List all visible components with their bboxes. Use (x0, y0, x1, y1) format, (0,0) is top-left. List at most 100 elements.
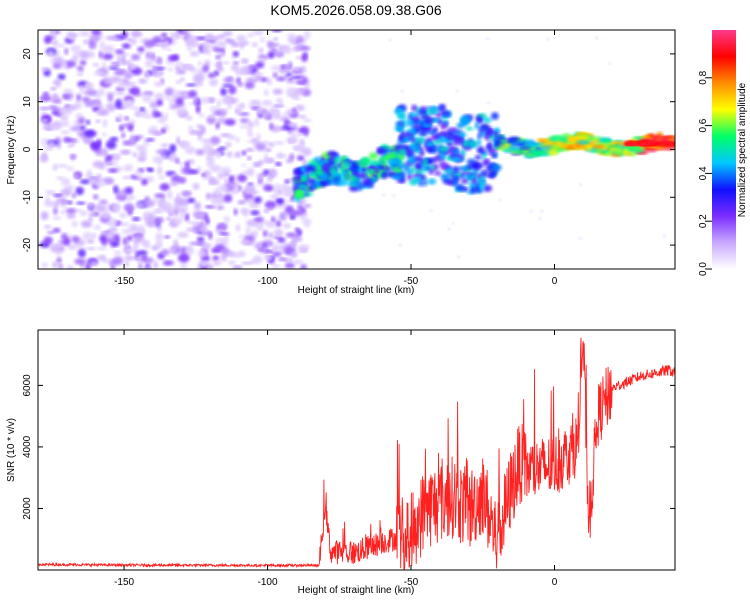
spectrogram-cell (42, 91, 50, 97)
spectrogram-cell (42, 153, 48, 162)
spectrogram-cell (378, 157, 389, 163)
spectrogram-cell (462, 174, 473, 179)
spectrogram-cell (209, 106, 220, 112)
spectrogram-cell (152, 260, 159, 269)
spectrogram-cell (186, 220, 194, 225)
spectrogram-cell (286, 80, 296, 85)
spectrogram-cell (105, 140, 117, 150)
spectrogram-cell (418, 149, 425, 157)
spectrogram-cell (186, 227, 197, 232)
spectrogram-cell (342, 161, 351, 169)
spectrogram-cell (136, 202, 145, 209)
spectrogram-cell (220, 113, 225, 118)
spectrogram-cell (445, 130, 455, 138)
spectrogram-cell (519, 146, 532, 150)
spectrogram-cell (293, 144, 305, 149)
spectrogram-cell (432, 126, 438, 133)
spectrogram-cell (160, 249, 170, 256)
spectrogram-cell (253, 217, 263, 222)
spectrogram-cell (285, 232, 297, 238)
spectrogram-cell (368, 152, 379, 160)
spectrogram-cell (124, 255, 134, 261)
spectrogram-cell (426, 141, 433, 147)
spectrogram-cell (356, 172, 366, 179)
spectrogram-cell (142, 257, 154, 264)
spectrogram-cell (311, 182, 318, 189)
spectrogram-cell (258, 247, 264, 252)
spectrogram-cell (460, 178, 470, 184)
spectrogram-cell (175, 80, 182, 84)
spectrogram-cell (410, 137, 416, 143)
spectrogram-cell (424, 165, 432, 171)
spectrogram-cell (128, 223, 139, 233)
spectrogram-cell (664, 135, 674, 140)
spectrogram-cell (142, 141, 151, 146)
spectrogram-cell (222, 83, 233, 88)
spectrogram-cell (474, 122, 480, 130)
spectrogram-cell (185, 161, 190, 168)
spectrogram-cell (122, 175, 130, 180)
spectrogram-cell (654, 134, 664, 138)
spectrogram-cell (172, 90, 184, 100)
spectrogram-cell (625, 140, 636, 144)
spectrogram-cell (392, 194, 396, 197)
spectrogram-cell (177, 177, 187, 184)
spectrogram-cell (447, 227, 451, 231)
spectrogram-cell (277, 154, 289, 158)
spectrogram-cell (262, 101, 273, 107)
spectrogram-cell (486, 37, 490, 40)
spectrogram-cell (175, 66, 181, 70)
spectrogram-cell (179, 112, 189, 116)
spectrogram-cell (482, 184, 493, 192)
spectrogram-cell (102, 119, 108, 128)
spectrogram-cell (417, 108, 429, 117)
spectrogram-cell (144, 266, 152, 269)
spectrogram-cell (116, 220, 122, 226)
spectrogram-y-label: Frequency (Hz) (6, 116, 17, 185)
spectrogram-cell (329, 154, 335, 162)
spectrogram-cell (121, 132, 126, 139)
spectrogram-cell (188, 125, 194, 131)
spectrogram-cell (39, 106, 50, 111)
spectrogram-cell (97, 255, 105, 261)
spectrogram-cell (222, 61, 230, 65)
spectrogram-cell (291, 131, 297, 139)
spectrogram-cell (456, 122, 465, 129)
colorbar-ticks: 0.0 0.2 0.4 0.6 0.8 (698, 70, 712, 276)
spectrogram-cell (567, 137, 579, 143)
spectrogram-cell (453, 172, 462, 177)
spectrogram-cell (286, 139, 299, 143)
spectrogram-cell (216, 99, 222, 108)
spectrogram-cell (66, 264, 74, 269)
snr-x-tick-label: -50 (404, 577, 419, 588)
spectrogram-cell (482, 117, 492, 123)
spectrogram-cell (297, 204, 302, 211)
spectrogram-cell (173, 239, 179, 249)
spectrogram-cell (233, 208, 238, 216)
spectrogram-cell (155, 232, 164, 242)
spectrogram-cell (529, 210, 533, 213)
spectrogram-cell (176, 97, 184, 106)
spectrogram-cell (628, 152, 637, 157)
spectrogram-cell (540, 143, 550, 147)
spectrogram-cell (207, 72, 216, 79)
spectrogram-cell (244, 81, 255, 89)
spectrogram-cell (245, 148, 255, 152)
spectrogram-cell (251, 230, 259, 237)
spectrogram-cell (240, 163, 247, 167)
spectrogram-cell (490, 112, 499, 120)
spectrogram-cell (381, 193, 385, 197)
spectrogram-cell (276, 188, 283, 196)
spectrogram-cell (125, 241, 130, 247)
spectrogram-cell (52, 206, 58, 215)
spectrogram-cell (180, 262, 188, 269)
spectrogram-cell (469, 162, 480, 170)
spectrogram-cell (297, 156, 305, 161)
spectrogram-cell (169, 143, 177, 153)
spectrogram-cell (181, 191, 191, 197)
spectrogram-cell (48, 50, 54, 58)
spectrogram-cell (257, 173, 264, 181)
spectrogram-cell (201, 96, 209, 104)
spectrogram-cell (121, 222, 130, 227)
spectrogram-cell (78, 51, 89, 60)
